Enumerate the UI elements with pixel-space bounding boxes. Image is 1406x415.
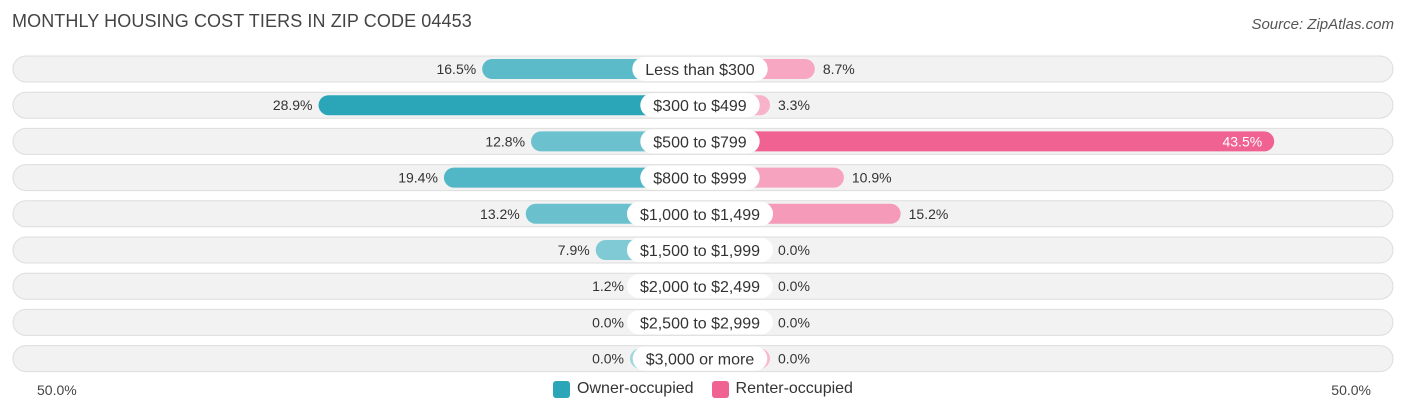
- value-label-renter: 10.9%: [852, 170, 892, 186]
- value-label-renter: 3.3%: [778, 97, 810, 113]
- value-label-owner: 19.4%: [398, 170, 438, 186]
- chart-title: MONTHLY HOUSING COST TIERS IN ZIP CODE 0…: [12, 11, 472, 31]
- category-label: $3,000 or more: [646, 352, 755, 369]
- category-label: Less than $300: [645, 62, 755, 79]
- category-label: $300 to $499: [653, 98, 747, 115]
- value-label-owner: 0.0%: [592, 314, 624, 330]
- category-pill: [632, 346, 768, 371]
- axis-left-label: 50.0%: [37, 382, 77, 398]
- category-pill: [626, 238, 774, 262]
- category-label: $1,000 to $1,499: [640, 207, 760, 224]
- row-1: 28.9% 3.3% $300 to $499: [12, 91, 1394, 119]
- value-label-owner: 7.9%: [558, 242, 590, 258]
- bar-owner-occupied: [318, 95, 700, 116]
- value-label-renter: 8.7%: [823, 61, 855, 77]
- chart-source: Source: ZipAtlas.com: [1251, 16, 1394, 33]
- bar-renter-occupied: [700, 131, 1275, 152]
- value-label-renter: 43.5%: [1222, 133, 1262, 149]
- category-label: $2,500 to $2,999: [640, 315, 760, 332]
- axis-right-label: 50.0%: [1331, 382, 1371, 398]
- legend: Owner-occupied Renter-occupied: [0, 380, 1406, 398]
- legend-item-renter: Renter-occupied: [711, 380, 853, 398]
- row-3: 19.4% 10.9% $800 to $999: [12, 164, 1394, 192]
- category-label: $1,500 to $1,999: [640, 243, 760, 260]
- row-4: 13.2% 15.2% $1,000 to $1,499: [12, 200, 1394, 228]
- value-label-renter: 0.0%: [778, 351, 810, 367]
- rows-layer: 16.5% 8.7% Less than $300 28.9% 3.3% $300 to …: [12, 55, 1394, 373]
- bar-owner-occupied: [443, 167, 700, 188]
- legend-item-owner: Owner-occupied: [553, 380, 694, 398]
- value-label-owner: 0.0%: [592, 351, 624, 367]
- row-5: 7.9% 0.0% $1,500 to $1,999: [12, 236, 1394, 264]
- category-label: $800 to $999: [653, 171, 747, 188]
- category-pill: [640, 165, 760, 190]
- row-2: 12.8% 43.5% $500 to $799: [12, 127, 1394, 155]
- category-pill: [626, 310, 774, 335]
- value-label-owner: 1.2%: [592, 278, 624, 294]
- category-pill: [632, 57, 768, 81]
- row-6: 1.2% 0.0% $2,000 to $2,499: [12, 272, 1394, 300]
- value-label-owner: 13.2%: [480, 206, 520, 222]
- row-8: 0.0% 0.0% $3,000 or more: [12, 345, 1394, 373]
- category-label: $500 to $799: [653, 134, 747, 151]
- value-label-renter: 0.0%: [778, 314, 810, 330]
- category-pill: [626, 274, 774, 299]
- category-label: $2,000 to $2,499: [640, 279, 760, 296]
- legend-label-renter: Renter-occupied: [735, 380, 853, 397]
- value-label-owner: 16.5%: [436, 61, 476, 77]
- row-7: 0.0% 0.0% $2,500 to $2,999: [12, 308, 1394, 336]
- value-label-renter: 15.2%: [909, 206, 949, 222]
- value-label-owner: 12.8%: [485, 133, 525, 149]
- category-pill: [640, 93, 760, 118]
- chart-svg: 16.5% 8.7% Less than $300 28.9% 3.3% $300 to …: [12, 55, 1394, 373]
- category-pill: [640, 129, 760, 154]
- legend-label-owner: Owner-occupied: [577, 380, 694, 397]
- row-0: 16.5% 8.7% Less than $300: [12, 55, 1394, 83]
- value-label-renter: 0.0%: [778, 242, 810, 258]
- legend-swatch-owner: [553, 380, 571, 398]
- value-label-renter: 0.0%: [778, 278, 810, 294]
- category-pill: [626, 201, 774, 226]
- value-label-owner: 28.9%: [273, 97, 313, 113]
- legend-swatch-renter: [711, 380, 729, 398]
